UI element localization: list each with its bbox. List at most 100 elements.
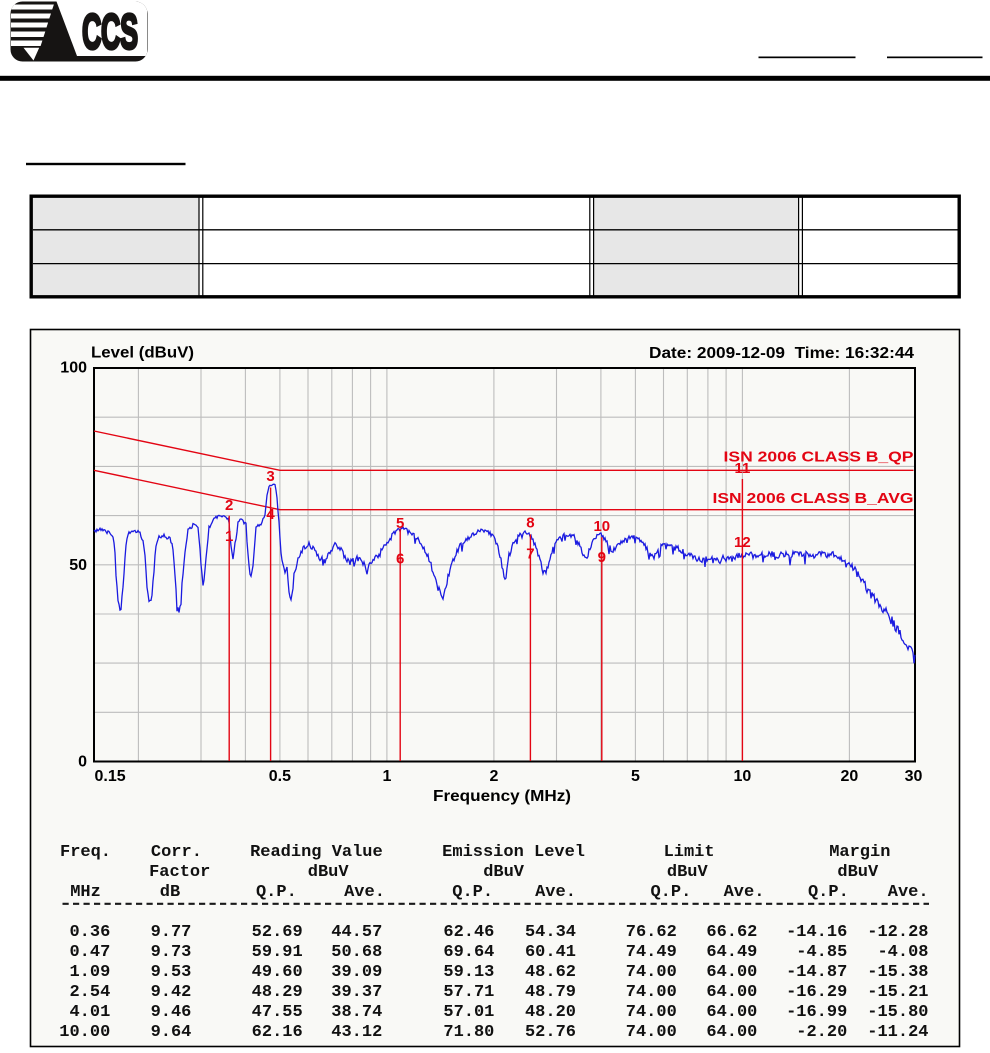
svg-text:64.00: 64.00 (706, 1023, 757, 1042)
svg-text:dB: dB (160, 883, 180, 902)
svg-text:74.00: 74.00 (626, 963, 677, 982)
svg-text:dBuV: dBuV (667, 863, 709, 882)
svg-text:-15.38: -15.38 (867, 963, 928, 982)
svg-text:ISN 2006 CLASS B_QP: ISN 2006 CLASS B_QP (724, 449, 914, 466)
svg-text:39.37: 39.37 (331, 983, 382, 1002)
svg-text:10.00: 10.00 (59, 1023, 110, 1042)
svg-text:10: 10 (734, 768, 752, 785)
svg-text:59.13: 59.13 (443, 963, 494, 982)
svg-text:Limit: Limit (664, 843, 715, 862)
svg-text:76.62: 76.62 (626, 923, 677, 942)
svg-text:Freq.: Freq. (60, 843, 111, 862)
svg-text:9.73: 9.73 (151, 943, 192, 962)
svg-text:-15.21: -15.21 (867, 983, 928, 1002)
svg-text:-15.80: -15.80 (867, 1003, 928, 1022)
svg-text:0.36: 0.36 (69, 923, 110, 942)
svg-text:64.49: 64.49 (706, 943, 757, 962)
svg-text:MHz: MHz (70, 883, 101, 902)
svg-text:20: 20 (841, 768, 859, 785)
svg-text:2.54: 2.54 (69, 983, 110, 1002)
svg-text:Ave.: Ave. (344, 883, 385, 902)
svg-text:8: 8 (526, 515, 534, 532)
svg-text:50.68: 50.68 (331, 943, 382, 962)
svg-text:5: 5 (631, 768, 640, 785)
svg-text:44.57: 44.57 (331, 923, 382, 942)
svg-text:Margin: Margin (829, 843, 890, 862)
svg-text:52.69: 52.69 (252, 923, 303, 942)
svg-text:71.80: 71.80 (443, 1023, 494, 1042)
svg-text:50: 50 (69, 557, 87, 574)
svg-text:4: 4 (266, 506, 275, 523)
svg-text:Q.P.: Q.P. (256, 883, 297, 902)
svg-text:Corr.: Corr. (151, 843, 202, 862)
svg-text:49.60: 49.60 (252, 963, 303, 982)
svg-text:59.91: 59.91 (252, 943, 303, 962)
svg-text:74.49: 74.49 (626, 943, 677, 962)
svg-text:0.15: 0.15 (95, 768, 126, 785)
svg-text:2: 2 (225, 497, 233, 514)
svg-text:0.5: 0.5 (269, 768, 291, 785)
svg-text:9: 9 (598, 549, 606, 566)
svg-text:Date: 2009-12-09 Time: 16:32:: Date: 2009-12-09 Time: 16:32:44 (649, 345, 914, 362)
svg-text:Ave.: Ave. (535, 883, 576, 902)
svg-text:1: 1 (382, 768, 391, 785)
svg-text:-14.87: -14.87 (786, 963, 847, 982)
svg-text:Ave.: Ave. (888, 883, 929, 902)
svg-text:74.00: 74.00 (626, 983, 677, 1002)
svg-text:Ave.: Ave. (724, 883, 765, 902)
svg-text:48.29: 48.29 (252, 983, 303, 1002)
svg-text:74.00: 74.00 (626, 1023, 677, 1042)
svg-text:Q.P.: Q.P. (452, 883, 493, 902)
svg-text:dBuV: dBuV (308, 863, 350, 882)
svg-text:9.53: 9.53 (151, 963, 192, 982)
svg-text:4.01: 4.01 (69, 1003, 110, 1022)
svg-text:100: 100 (60, 360, 87, 377)
svg-text:9.64: 9.64 (151, 1023, 192, 1042)
svg-text:66.62: 66.62 (706, 923, 757, 942)
svg-text:-16.99: -16.99 (786, 1003, 847, 1022)
svg-text:dBuV: dBuV (483, 863, 525, 882)
svg-text:-4.85: -4.85 (796, 943, 847, 962)
svg-text:11: 11 (734, 460, 750, 477)
svg-text:48.20: 48.20 (525, 1003, 576, 1022)
svg-text:1.09: 1.09 (69, 963, 110, 982)
svg-text:3: 3 (266, 468, 274, 485)
svg-text:ISN 2006 CLASS B_AVG: ISN 2006 CLASS B_AVG (713, 490, 914, 507)
svg-text:dBuV: dBuV (837, 863, 879, 882)
svg-text:Level (dBuV): Level (dBuV) (91, 345, 194, 362)
svg-text:62.46: 62.46 (443, 923, 494, 942)
svg-text:-11.24: -11.24 (867, 1023, 928, 1042)
svg-text:7: 7 (526, 545, 534, 562)
svg-text:48.62: 48.62 (525, 963, 576, 982)
svg-text:57.71: 57.71 (443, 983, 494, 1002)
svg-text:Reading Value: Reading Value (250, 843, 383, 862)
svg-text:Factor: Factor (149, 863, 210, 882)
svg-text:1: 1 (225, 528, 233, 545)
svg-text:38.74: 38.74 (331, 1003, 382, 1022)
svg-text:64.00: 64.00 (706, 983, 757, 1002)
svg-text:60.41: 60.41 (525, 943, 576, 962)
svg-text:2: 2 (489, 768, 498, 785)
svg-text:62.16: 62.16 (252, 1023, 303, 1042)
svg-text:Frequency (MHz): Frequency (MHz) (433, 788, 571, 805)
svg-text:64.00: 64.00 (706, 1003, 757, 1022)
svg-text:-12.28: -12.28 (867, 923, 928, 942)
svg-text:-2.20: -2.20 (796, 1023, 847, 1042)
svg-text:5: 5 (396, 515, 404, 532)
svg-text:9.42: 9.42 (151, 983, 192, 1002)
svg-text:0: 0 (78, 754, 87, 771)
svg-text:Emission Level: Emission Level (442, 843, 585, 862)
svg-text:Q.P.: Q.P. (650, 883, 691, 902)
svg-text:9.46: 9.46 (151, 1003, 192, 1022)
svg-text:54.34: 54.34 (525, 923, 576, 942)
svg-text:64.00: 64.00 (706, 963, 757, 982)
svg-text:-14.16: -14.16 (786, 923, 847, 942)
svg-text:9.77: 9.77 (151, 923, 192, 942)
svg-text:Q.P.: Q.P. (808, 883, 849, 902)
svg-text:57.01: 57.01 (443, 1003, 494, 1022)
svg-text:-16.29: -16.29 (786, 983, 847, 1002)
svg-text:39.09: 39.09 (331, 963, 382, 982)
svg-text:48.79: 48.79 (525, 983, 576, 1002)
svg-text:12: 12 (734, 534, 751, 551)
svg-text:52.76: 52.76 (525, 1023, 576, 1042)
